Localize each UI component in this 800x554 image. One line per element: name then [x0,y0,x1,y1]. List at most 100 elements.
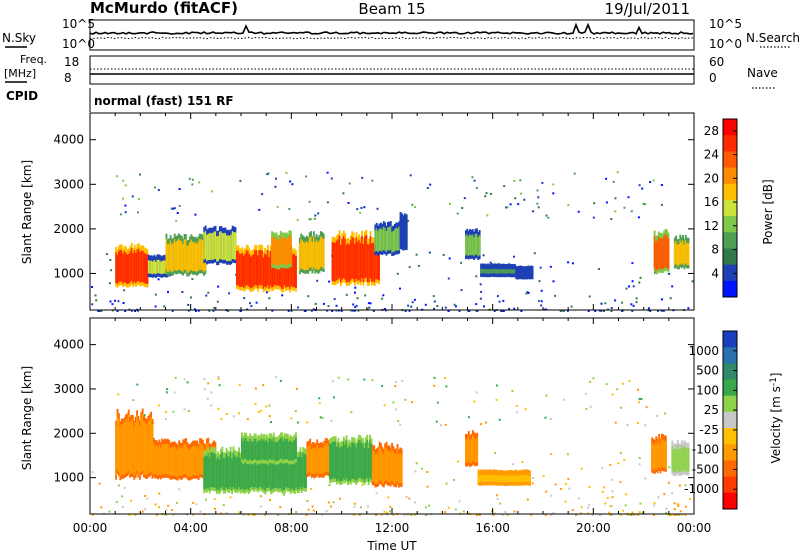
data-cell [289,257,292,289]
ytick-label: 1000 [53,266,84,280]
colorbar-frame [722,118,738,298]
power-plot-area [90,113,694,310]
data-cell [206,234,208,261]
data-cell [382,226,385,251]
scatter-cell [549,418,552,420]
colorbar-swatch [723,444,737,461]
scatter-cell [318,397,321,400]
data-cell [400,453,403,484]
scatter-cell [532,210,535,213]
scatter-cell [444,423,447,426]
noise-cell [154,305,157,308]
noise-cell [638,281,641,284]
data-cell [268,438,271,460]
data-cell [128,253,130,284]
data-cell [488,269,491,274]
data-cell [158,444,161,475]
data-cell [654,445,656,471]
data-cell [295,452,298,488]
data-cell [193,242,196,272]
scatter-cell [217,375,220,378]
noise-cell [688,498,691,501]
data-cell [255,250,258,286]
noise-cell [382,294,385,297]
data-cell [122,253,125,284]
noise-cell [623,458,626,461]
data-cell [302,452,305,488]
noise-cell [467,310,470,312]
noise-cell [458,310,461,312]
noise-cell [668,273,671,275]
data-cell [155,261,157,275]
data-cell [528,271,531,276]
scatter-cell [468,416,470,419]
power-cells [91,171,694,312]
data-cell [506,476,509,483]
noise-cell [663,493,666,496]
noise-cell [598,268,601,270]
data-cell [268,452,271,488]
data-cell [217,456,220,490]
noise-cell [598,309,601,312]
data-cell [201,240,204,271]
colorbar-tick-label: -500 [692,462,719,476]
scatter-cell [394,408,397,411]
scatter-cell [495,384,498,387]
data-cell [313,448,316,474]
scatter-cell [275,376,278,379]
scatter-cell [305,175,308,178]
data-cell [243,459,246,491]
data-cell [399,452,402,483]
scatter-cell [342,192,345,195]
noise-cell [268,297,271,300]
scatter-cell [399,423,402,426]
noise-cell [571,509,574,512]
data-cell [494,268,497,274]
noise-cell [600,302,603,305]
noise-cell [109,300,112,303]
noise-cell [130,499,133,502]
noise-cell [91,514,94,516]
noise-cell [340,310,343,312]
data-cell [501,269,504,274]
scatter-cell [350,411,353,414]
noise-cell [123,289,126,292]
data-cell [381,229,384,252]
data-cell [338,235,341,278]
data-cell [473,237,476,257]
noise-cell [455,305,457,308]
data-cell [529,476,531,483]
noise-cell [146,497,149,500]
data-cell [175,241,178,271]
xtick-label: 08:00 [274,521,309,535]
scatter-cell [191,183,194,186]
noise-cell [190,296,192,299]
data-cell [502,269,505,274]
noise-cell [444,511,447,514]
data-cell [678,244,680,266]
noise-cell [619,514,622,516]
scatter-cell [509,203,512,206]
data-cell [380,228,382,251]
data-cell [651,442,654,470]
noise-cell [493,310,496,312]
data-cell [196,243,198,273]
noise-cell [134,513,137,516]
data-cell [652,444,655,470]
data-cell [211,452,214,488]
data-cell [239,458,242,490]
noise-cell [657,309,659,312]
noise-cell [171,509,173,512]
data-cell [180,241,183,271]
data-cell [312,236,315,268]
scatter-cell [124,184,127,187]
data-cell [236,250,238,286]
data-cell [512,269,515,274]
noise-cell [217,285,220,288]
data-cell [279,236,282,264]
noise-cell [635,297,638,300]
data-cell [214,231,217,259]
data-cell [120,250,123,282]
noise-cell [445,482,448,485]
noise-cell [619,452,622,454]
